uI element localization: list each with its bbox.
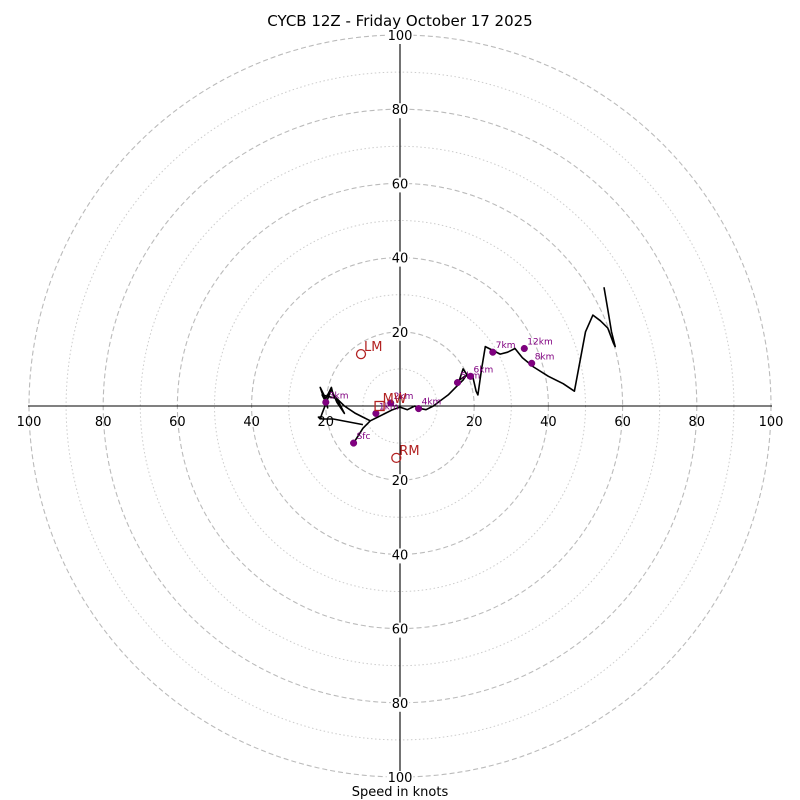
height-marker-4km	[415, 405, 423, 413]
storm-motion-markers: LM RM MW	[355, 340, 420, 464]
y-tick-label: 100	[388, 29, 413, 44]
y-tick-label: 100	[388, 771, 413, 786]
y-tick-label-bg	[386, 771, 414, 786]
y-tick-label: 80	[392, 697, 409, 712]
y-tick-label-bg	[390, 474, 410, 490]
x-tick-label: 100	[759, 415, 784, 430]
y-tick-label: 20	[392, 326, 409, 341]
height-marker-label: 3km	[329, 391, 349, 401]
y-tick-label-bg	[390, 325, 410, 341]
y-tick-label: 20	[392, 474, 409, 489]
storm-motion-label: MW	[383, 392, 407, 407]
height-marker-label: 1km	[379, 402, 399, 412]
y-tick-label: 40	[392, 252, 409, 267]
hodograph-trace	[317, 287, 617, 444]
height-marker-7km	[489, 348, 497, 356]
height-marker-5km	[453, 379, 462, 387]
height-marker-label: 12km	[527, 338, 552, 348]
y-tick-label: 60	[392, 623, 409, 638]
x-tick-label: 100	[17, 415, 42, 430]
storm-motion-mw	[374, 400, 385, 412]
y-tick-label-bg	[390, 251, 410, 267]
storm-motion-lm	[355, 348, 367, 360]
x-tick-label: 60	[614, 415, 631, 430]
height-marker-8km	[528, 359, 536, 367]
y-tick-label-bg	[390, 696, 410, 712]
height-marker-label: 4km	[422, 398, 442, 408]
y-tick-label-bg	[390, 177, 410, 193]
height-marker-3km	[322, 398, 330, 406]
height-marker-label: 2km	[394, 392, 414, 402]
height-marker-label: Sfc	[357, 432, 371, 442]
height-marker-label: 8km	[535, 352, 555, 362]
y-tick-label: 40	[392, 548, 409, 563]
x-tick-label: 20	[466, 415, 483, 430]
hodograph-line	[352, 287, 617, 444]
y-tick-label: 80	[392, 103, 409, 118]
y-tick-label-bg	[390, 622, 410, 638]
height-marker-6km	[466, 372, 475, 380]
storm-motion-label: LM	[364, 340, 382, 355]
tick-labels: 100 80 60 40 20 20 40 60 80 100100806040202040608…	[17, 29, 784, 786]
x-axis-label: Speed in knots	[352, 785, 449, 800]
x-tick-label: 80	[95, 415, 112, 430]
height-markers: Sfc1km2km3km4km5km6km7km8km12km	[322, 338, 555, 447]
height-marker-12km	[520, 344, 528, 353]
storm-motion-label: RM	[399, 444, 419, 459]
x-tick-label: 80	[689, 415, 706, 430]
chart-title: CYCB 12Z - Friday October 17 2025	[267, 12, 532, 30]
height-marker-2km	[387, 399, 395, 407]
hodograph-line-low-levels	[317, 386, 371, 426]
height-marker-label: 6km	[474, 365, 494, 375]
x-tick-label: 40	[540, 415, 557, 430]
x-tick-label: 60	[169, 415, 186, 430]
x-tick-label: 40	[243, 415, 260, 430]
y-tick-label-bg	[390, 548, 410, 564]
height-marker-sfc	[350, 439, 358, 447]
y-tick-label-bg	[386, 29, 414, 44]
height-marker-label: 7km	[496, 341, 516, 351]
storm-motion-rm	[391, 452, 402, 464]
y-tick-label: 60	[392, 177, 409, 192]
y-tick-label-bg	[390, 103, 410, 119]
